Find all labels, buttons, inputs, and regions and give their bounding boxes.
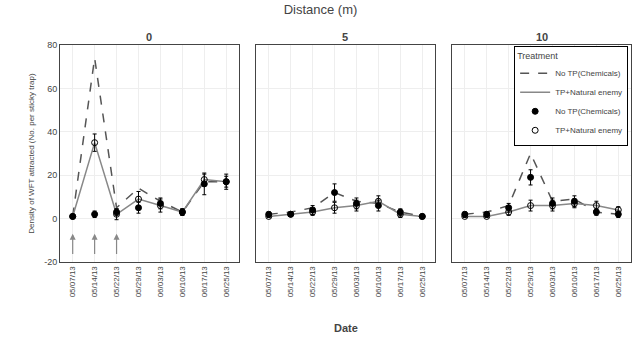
svg-text:06/17/13: 06/17/13 [200,266,209,298]
svg-text:06/25/13: 06/25/13 [222,266,231,298]
svg-text:60: 60 [47,84,57,94]
svg-text:TP+Natural enemy: TP+Natural enemy [555,126,622,135]
svg-text:Distance (m): Distance (m) [284,2,358,17]
svg-text:No TP(Chemicals): No TP(Chemicals) [555,107,621,116]
svg-text:05/14/13: 05/14/13 [286,266,295,298]
svg-text:06/03/13: 06/03/13 [156,266,165,298]
svg-text:40: 40 [47,127,57,137]
svg-text:06/03/13: 06/03/13 [352,266,361,298]
svg-text:05/29/13: 05/29/13 [134,266,143,298]
svg-text:05/07/13: 05/07/13 [264,266,273,298]
svg-text:06/03/13: 06/03/13 [548,266,557,298]
svg-text:10: 10 [536,31,548,43]
svg-text:05/29/13: 05/29/13 [526,266,535,298]
svg-text:06/25/13: 06/25/13 [614,266,623,298]
svg-text:06/25/13: 06/25/13 [418,266,427,298]
svg-text:05/22/13: 05/22/13 [112,266,121,298]
svg-text:05/14/13: 05/14/13 [90,266,99,298]
svg-text:Density of WFT attracted (No.: Density of WFT attracted (No. per sticky… [27,73,36,234]
svg-text:06/10/13: 06/10/13 [570,266,579,298]
svg-text:06/17/13: 06/17/13 [592,266,601,298]
svg-text:05/22/13: 05/22/13 [504,266,513,298]
svg-text:06/10/13: 06/10/13 [374,266,383,298]
svg-text:06/10/13: 06/10/13 [178,266,187,298]
svg-text:05/07/13: 05/07/13 [460,266,469,298]
svg-text:06/17/13: 06/17/13 [396,266,405,298]
svg-text:TP+Natural enemy: TP+Natural enemy [555,88,622,97]
svg-text:05/29/13: 05/29/13 [330,266,339,298]
svg-text:-20: -20 [44,257,57,267]
svg-text:Date: Date [334,322,358,334]
svg-text:20: 20 [47,170,57,180]
svg-text:No TP(Chemicals): No TP(Chemicals) [555,69,621,78]
svg-text:5: 5 [342,31,348,43]
svg-text:0: 0 [52,214,57,224]
svg-text:80: 80 [47,40,57,50]
svg-text:05/22/13: 05/22/13 [308,266,317,298]
svg-text:Treatment: Treatment [517,51,558,61]
svg-text:05/14/13: 05/14/13 [482,266,491,298]
svg-text:05/07/13: 05/07/13 [68,266,77,298]
svg-text:0: 0 [146,31,152,43]
